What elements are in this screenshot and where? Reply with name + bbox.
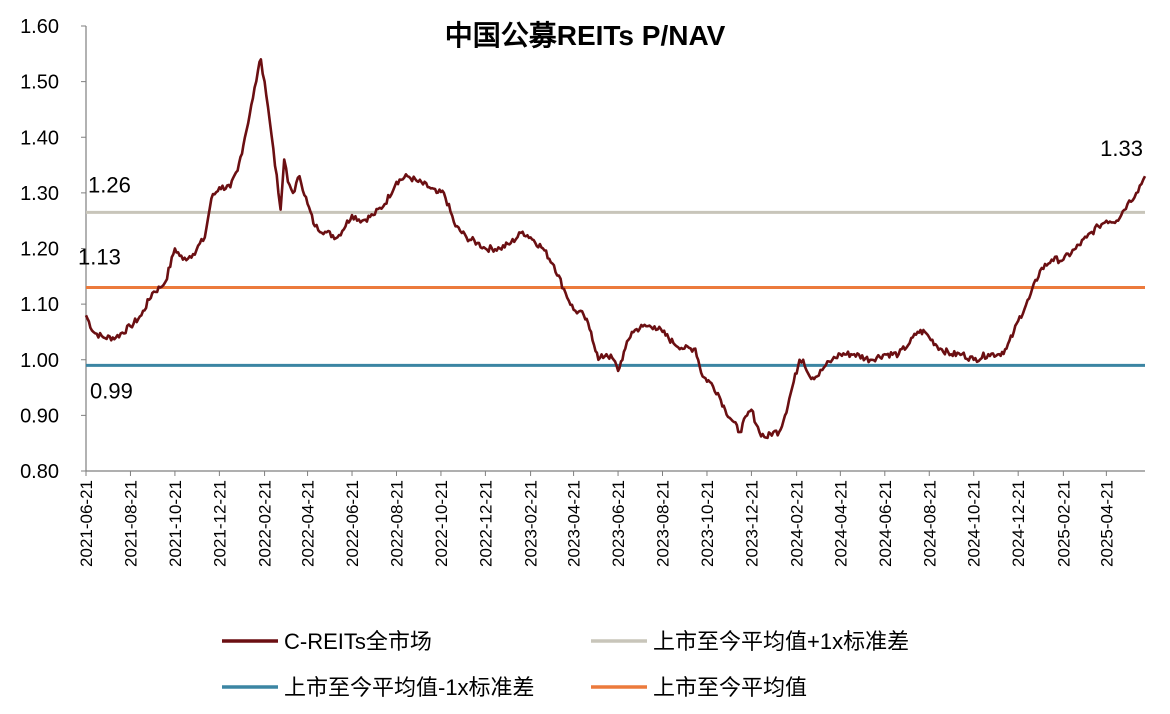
x-tick-label: 2023-08-21: [654, 480, 673, 567]
y-tick-label: 1.10: [20, 294, 59, 316]
x-tick-label: 2023-10-21: [698, 480, 717, 567]
x-tick-label: 2022-08-21: [387, 480, 406, 567]
series-line-c-reits: [84, 58, 1147, 440]
x-tick-label: 2023-12-21: [742, 480, 761, 567]
x-tick-label: 2024-10-21: [965, 480, 984, 567]
x-tick-label: 2021-10-21: [166, 480, 185, 567]
y-tick-label: 1.50: [20, 72, 59, 94]
x-tick-label: 2023-06-21: [609, 480, 628, 567]
legend-label: 上市至今平均值+1x标准差: [653, 629, 909, 654]
y-tick-label: 1.60: [20, 16, 59, 38]
y-tick-label: 1.00: [20, 350, 59, 372]
y-tick-label: 1.30: [20, 183, 59, 205]
y-tick-label: 0.90: [20, 405, 59, 427]
legend-label: 上市至今平均值: [653, 675, 807, 700]
x-tick-label: 2024-04-21: [831, 480, 850, 567]
x-tick-label: 2021-08-21: [121, 480, 140, 567]
value-annotation: 0.99: [90, 378, 133, 403]
x-tick-label: 2023-04-21: [565, 480, 584, 567]
x-tick-label: 2025-02-21: [1054, 480, 1073, 567]
chart-title: 中国公募REITs P/NAV: [445, 20, 726, 51]
x-tick-label: 2024-02-21: [788, 480, 807, 567]
y-tick-label: 1.40: [20, 127, 59, 149]
x-tick-label: 2022-12-21: [476, 480, 495, 567]
legend-label: C-REITs全市场: [284, 629, 432, 654]
x-tick-label: 2021-12-21: [210, 480, 229, 567]
value-annotation: 1.33: [1100, 136, 1143, 161]
y-tick-label: 0.80: [20, 461, 59, 483]
x-tick-label: 2022-06-21: [343, 480, 362, 567]
legend-item: 上市至今平均值: [591, 675, 807, 700]
legend-item: 上市至今平均值-1x标准差: [222, 675, 535, 700]
x-tick-label: 2024-12-21: [1009, 480, 1028, 567]
value-annotation: 1.26: [88, 172, 131, 197]
y-tick-label: 1.20: [20, 239, 59, 261]
x-tick-label: 2022-04-21: [299, 480, 318, 567]
value-annotation: 1.13: [78, 244, 121, 269]
x-tick-label: 2022-02-21: [256, 480, 275, 567]
x-tick-label: 2021-06-21: [77, 480, 96, 567]
x-tick-label: 2023-02-21: [522, 480, 541, 567]
legend-item: C-REITs全市场: [222, 629, 432, 654]
x-tick-label: 2024-08-21: [920, 480, 939, 567]
legend-label: 上市至今平均值-1x标准差: [284, 675, 535, 700]
x-tick-label: 2024-06-21: [876, 480, 895, 567]
x-tick-label: 2022-10-21: [432, 480, 451, 567]
x-tick-label: 2025-04-21: [1097, 480, 1116, 567]
legend-item: 上市至今平均值+1x标准差: [591, 629, 909, 654]
